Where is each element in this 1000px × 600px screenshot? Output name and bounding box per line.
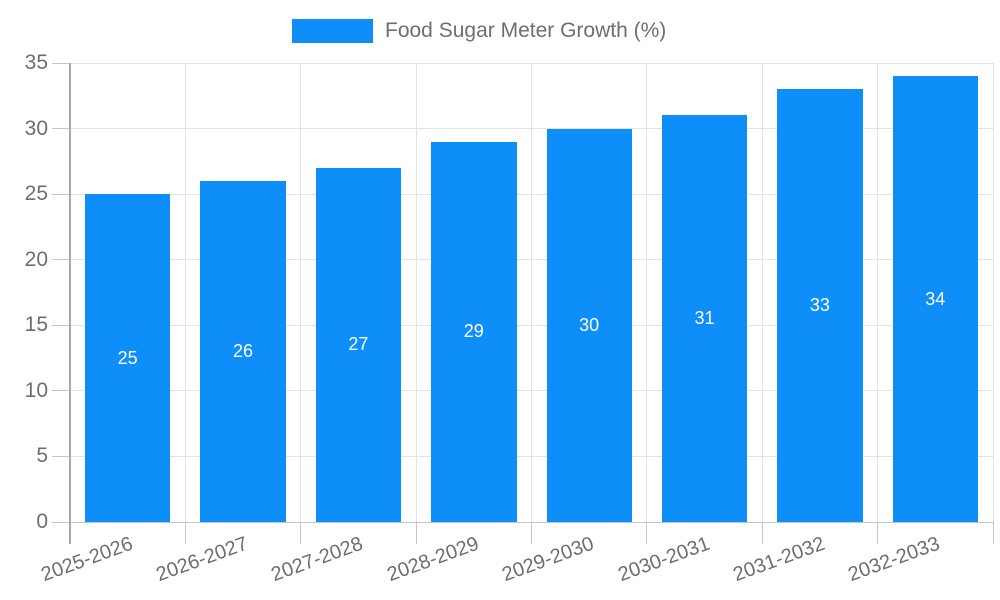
x-tick-mark	[415, 522, 417, 544]
legend-label: Food Sugar Meter Growth (%)	[385, 19, 667, 42]
x-gridline	[761, 63, 763, 522]
bar[interactable]: 25	[85, 194, 171, 522]
y-tick-mark	[52, 324, 70, 326]
y-axis-line	[69, 63, 71, 544]
x-tick-mark	[531, 522, 532, 544]
y-tick-mark	[52, 62, 70, 64]
bar-value-label: 30	[579, 314, 600, 335]
y-axis-tick-label: 0	[36, 510, 48, 533]
x-gridline	[646, 63, 648, 522]
bar-value-label: 29	[463, 321, 484, 342]
y-tick-mark	[52, 193, 70, 195]
bar-value-label: 25	[117, 347, 138, 368]
bar[interactable]: 29	[431, 141, 517, 522]
legend-swatch	[292, 19, 373, 43]
y-tick-mark	[52, 259, 70, 261]
y-tick-mark	[52, 455, 70, 457]
bar[interactable]: 31	[661, 115, 748, 522]
y-axis-tick-label: 5	[36, 444, 48, 468]
y-axis-tick-label: 10	[24, 378, 48, 402]
legend[interactable]: Food Sugar Meter Growth (%)	[292, 18, 666, 44]
x-tick-mark	[184, 522, 186, 544]
bar-value-label: 26	[233, 341, 254, 361]
x-gridline	[184, 63, 186, 522]
bar[interactable]: 30	[546, 128, 632, 522]
x-gridline	[415, 63, 417, 522]
y-axis-tick-label: 35	[24, 51, 48, 74]
y-axis-tick-label: 25	[24, 182, 48, 206]
y-tick-mark	[52, 521, 70, 523]
y-tick-mark	[52, 128, 70, 130]
x-tick-mark	[761, 522, 763, 544]
bar[interactable]: 33	[777, 89, 863, 522]
x-tick-mark	[992, 522, 994, 544]
bar[interactable]: 26	[200, 181, 286, 522]
x-gridline	[992, 63, 994, 522]
bar-value-label: 34	[925, 288, 946, 309]
bar-value-label: 27	[348, 334, 369, 355]
x-tick-mark	[300, 522, 302, 544]
x-tick-mark	[877, 522, 879, 544]
y-tick-mark	[52, 390, 70, 392]
bar-value-label: 31	[694, 308, 715, 329]
x-gridline	[531, 63, 532, 522]
y-axis-tick-label: 20	[24, 247, 48, 271]
y-axis-tick-label: 15	[24, 313, 48, 337]
x-tick-mark	[646, 522, 648, 544]
x-gridline	[300, 63, 302, 522]
bar[interactable]: 34	[892, 76, 978, 522]
y-axis-tick-label: 30	[24, 116, 48, 140]
x-gridline	[877, 63, 879, 522]
bar-value-label: 33	[809, 295, 830, 316]
bar[interactable]: 27	[315, 167, 402, 522]
